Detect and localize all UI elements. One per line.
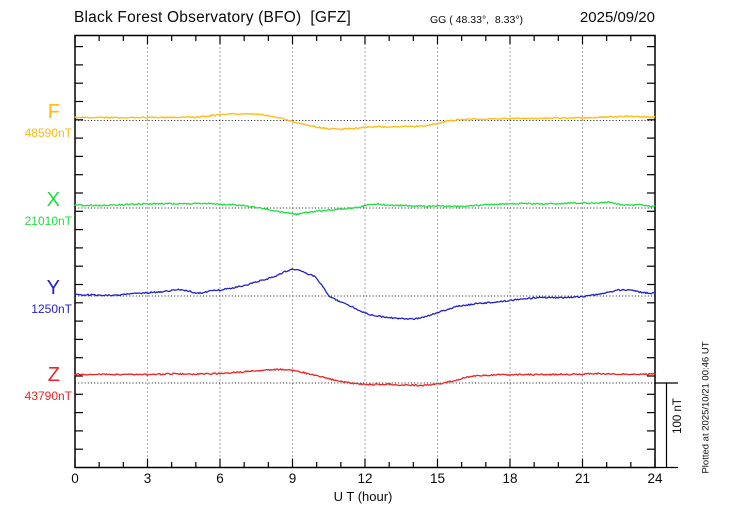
x-tick-label: 12 [357,471,373,486]
x-tick-label: 24 [647,471,663,486]
plot-date: 2025/09/20 [579,9,655,26]
observatory-coordinates: GG ( 48.33°, 8.33°) [430,14,524,26]
x-tick-label: 15 [429,471,446,486]
trace-X [74,201,656,216]
series-letter-F: F [47,101,60,123]
trace-F [74,112,656,131]
page-title: Black Forest Observatory (BFO) [GFZ] [74,9,351,26]
trace-Z [74,368,656,387]
series-label-F: F 48590nT [12,102,72,139]
x-tick-label: 6 [216,471,224,486]
series-label-Y: Y 1250nT [12,278,72,315]
x-tick-label: 0 [71,471,79,486]
scale-bar-label: 100 nT [672,398,684,434]
series-letter-X: X [46,188,60,211]
x-tick-label: 3 [143,471,152,486]
series-baseline-Y: 1250nT [31,301,72,316]
series-baseline-F: 48590nT [24,126,72,140]
x-tick-label: 21 [574,471,591,486]
series-letter-Z: Z [47,363,60,386]
x-axis-label: U T (hour) [333,489,393,504]
trace-Y [74,268,656,321]
series-label-Z: Z 43790nT [12,365,72,402]
x-tick-label: 9 [288,471,297,486]
x-tick-label: 18 [502,471,518,486]
series-letter-Y: Y [46,276,60,299]
plotted-at-caption: Plotted at 2025/10/21 00:46 UT [700,341,712,474]
series-label-X: X 21010nT [12,190,72,227]
series-baseline-Z: 43790nT [24,388,72,403]
series-baseline-X: 21010nT [24,213,72,228]
